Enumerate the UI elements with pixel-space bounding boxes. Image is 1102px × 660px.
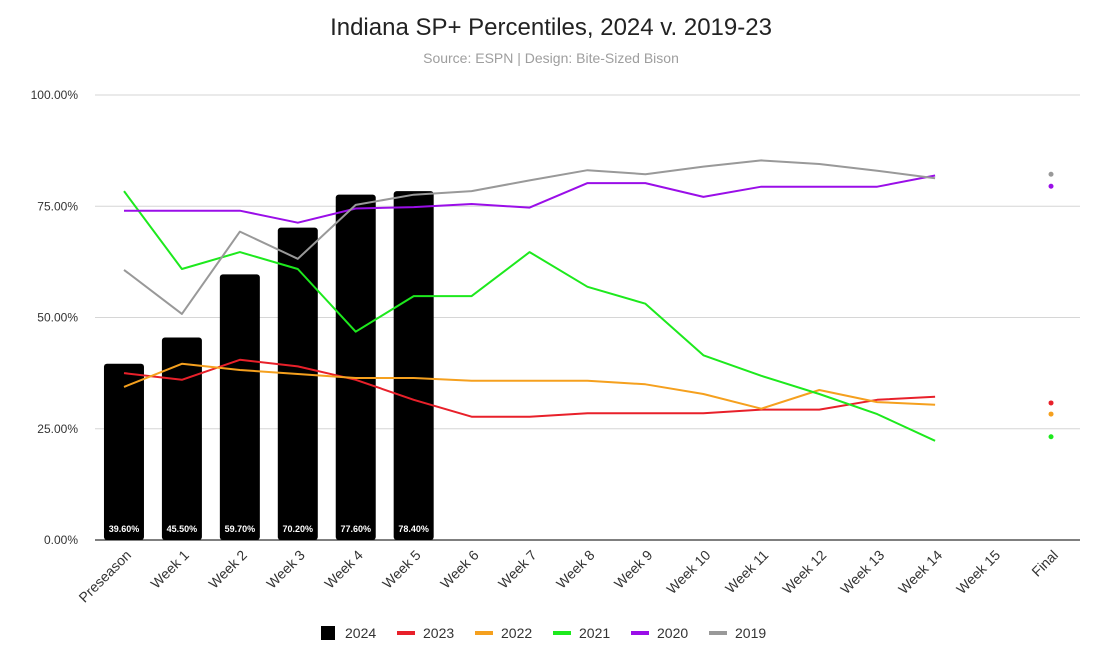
x-tick-label: Week 15 bbox=[953, 547, 1003, 597]
bar-2024 bbox=[161, 337, 202, 540]
x-tick-label: Week 3 bbox=[263, 547, 308, 592]
series-line-2022 bbox=[123, 362, 936, 410]
x-tick-label: Week 9 bbox=[611, 547, 656, 592]
bar-2024 bbox=[393, 191, 434, 540]
x-tick-label: Week 1 bbox=[147, 547, 192, 592]
series-line-2019 bbox=[123, 159, 936, 315]
legend-label: 2020 bbox=[657, 625, 688, 641]
bar-data-label: 59.70% bbox=[225, 524, 256, 534]
bar-data-label: 45.50% bbox=[167, 524, 198, 534]
bar-data-label: 39.60% bbox=[109, 524, 140, 534]
x-tick-label: Week 13 bbox=[837, 547, 887, 597]
x-tick-label: Week 8 bbox=[553, 547, 598, 592]
x-tick-label: Week 10 bbox=[663, 547, 713, 597]
bar-2024 bbox=[335, 194, 376, 540]
series-line-2020 bbox=[124, 174, 936, 224]
x-tick-label: Week 7 bbox=[495, 547, 540, 592]
legend-label: 2024 bbox=[345, 625, 376, 641]
x-tick-label: Week 4 bbox=[321, 547, 366, 592]
final-point-2019 bbox=[1048, 171, 1054, 177]
legend-label: 2021 bbox=[579, 625, 610, 641]
series-line-2021 bbox=[123, 190, 936, 442]
legend-label: 2023 bbox=[423, 625, 454, 641]
y-tick-label: 100.00% bbox=[31, 88, 79, 102]
bar-2024 bbox=[103, 363, 144, 540]
x-tick-label: Week 11 bbox=[722, 547, 772, 597]
x-tick-label: Week 5 bbox=[379, 547, 424, 592]
x-tick-label: Week 2 bbox=[205, 547, 250, 592]
bar-2024 bbox=[277, 227, 318, 541]
final-point-2023 bbox=[1048, 400, 1054, 406]
legend-swatch bbox=[321, 626, 335, 640]
y-tick-label: 25.00% bbox=[37, 422, 78, 436]
bar-data-label: 70.20% bbox=[283, 524, 314, 534]
x-tick-label: Week 12 bbox=[779, 547, 829, 597]
x-tick-label: Preseason bbox=[75, 547, 134, 606]
chart-title: Indiana SP+ Percentiles, 2024 v. 2019-23 bbox=[330, 14, 772, 41]
series-line-2023 bbox=[123, 358, 936, 418]
y-tick-label: 0.00% bbox=[44, 533, 78, 547]
x-tick-label: Week 6 bbox=[437, 547, 482, 592]
final-point-2020 bbox=[1048, 183, 1054, 189]
y-tick-label: 50.00% bbox=[37, 311, 78, 325]
bar-2024 bbox=[219, 274, 260, 540]
y-tick-label: 75.00% bbox=[37, 199, 78, 213]
final-point-2021 bbox=[1048, 434, 1054, 440]
legend-label: 2019 bbox=[735, 625, 766, 641]
final-point-2022 bbox=[1048, 411, 1054, 417]
bar-data-label: 78.40% bbox=[398, 524, 429, 534]
x-tick-label: Final bbox=[1028, 547, 1061, 580]
legend-label: 2022 bbox=[501, 625, 532, 641]
x-tick-label: Week 14 bbox=[895, 547, 945, 597]
bar-data-label: 77.60% bbox=[340, 524, 371, 534]
chart-subtitle: Source: ESPN | Design: Bite-Sized Bison bbox=[423, 50, 679, 66]
